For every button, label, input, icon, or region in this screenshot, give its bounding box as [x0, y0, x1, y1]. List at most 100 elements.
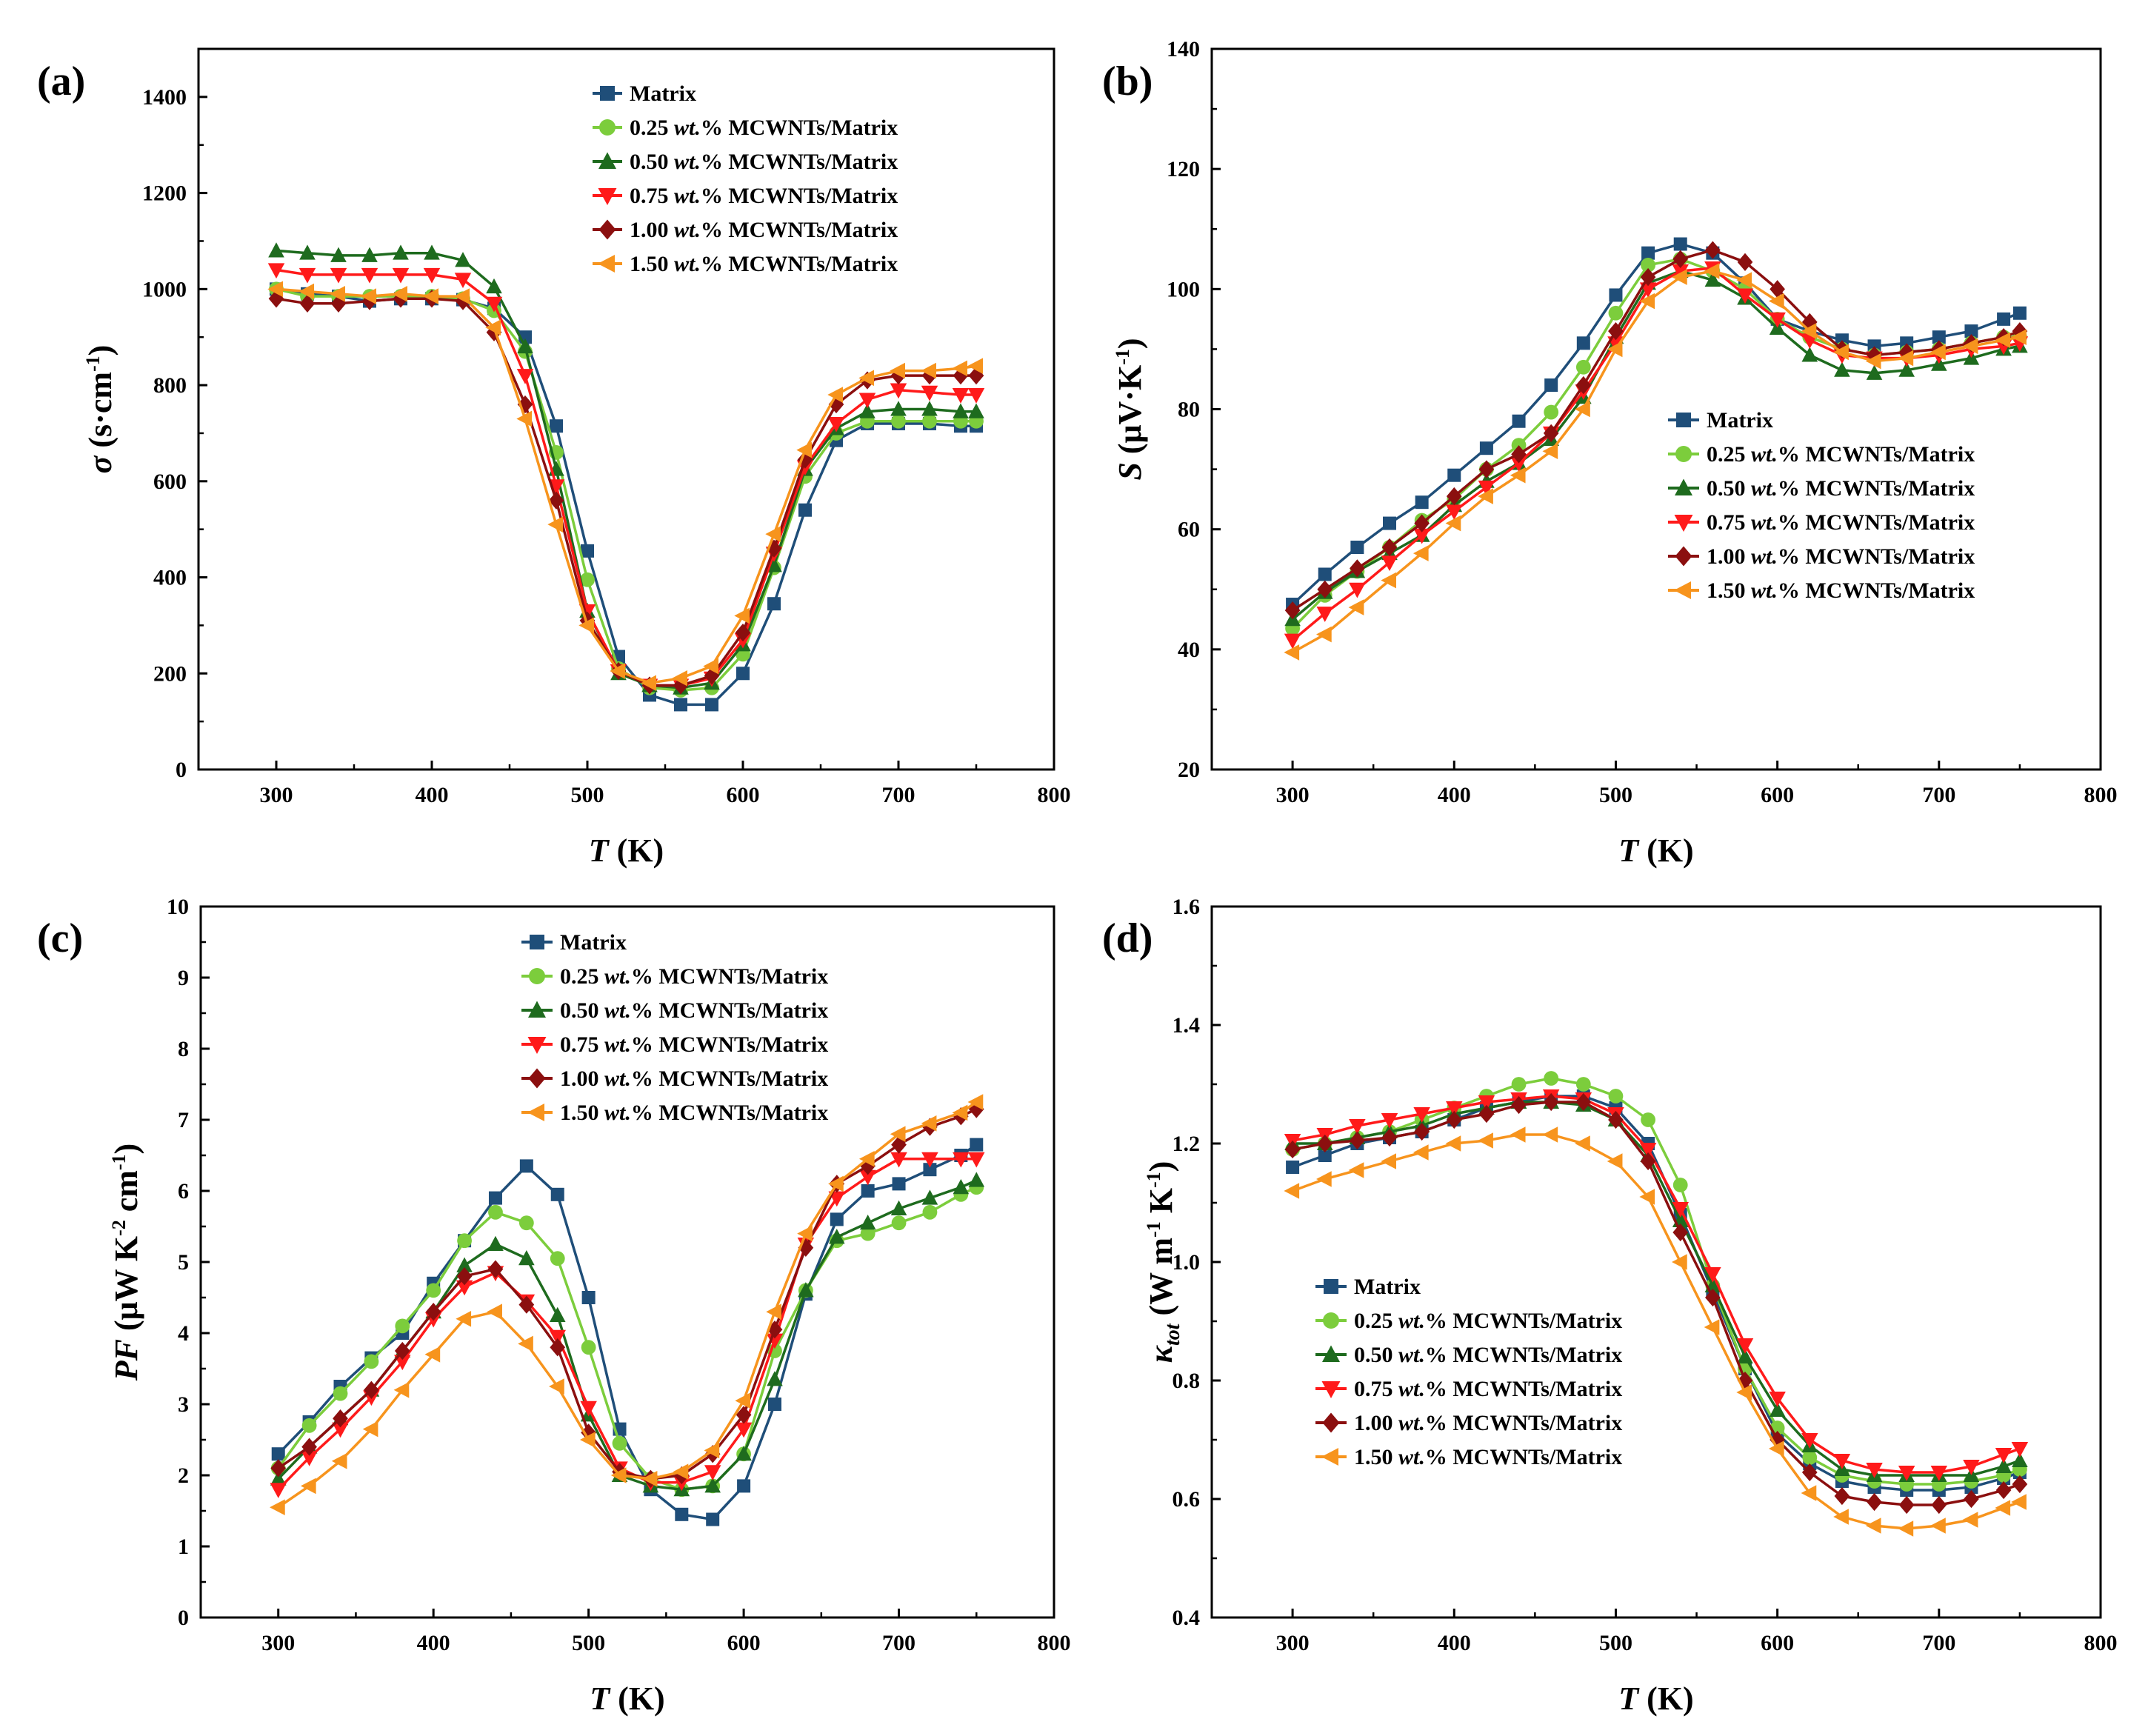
diamond-marker [2012, 1475, 2028, 1494]
legend-label: 1.00 wt.% MCWNTs/Matrix [560, 1066, 828, 1091]
plot-frame [197, 47, 1055, 771]
y-tick-label: 0.4 [1173, 1606, 1201, 1630]
text-span: wt. [604, 998, 631, 1023]
x-tick-label: 800 [1038, 783, 1071, 807]
triangle-left-marker [610, 1467, 627, 1483]
triangle-left-marker [921, 362, 936, 379]
triangle-down-marker [1321, 1381, 1341, 1398]
square-marker [600, 86, 615, 101]
text-span: 0.75 [560, 1032, 604, 1057]
square-marker [1609, 288, 1623, 302]
triangle-up-marker [424, 244, 440, 260]
triangle-down-marker [1704, 1267, 1721, 1283]
triangle-down-marker [1381, 555, 1398, 571]
triangle-up-marker [736, 1445, 752, 1461]
triangle-left-marker [766, 1303, 781, 1320]
legend-label: Matrix [560, 930, 627, 955]
diamond-marker [1640, 267, 1656, 287]
diamond-marker [953, 366, 969, 385]
y-tick-label: 100 [1167, 277, 1200, 301]
triangle-down-marker [968, 1152, 985, 1168]
triangle-left-marker [267, 281, 283, 298]
square-marker [1447, 468, 1461, 482]
diamond-marker [736, 1406, 752, 1424]
square-marker [767, 597, 781, 611]
circle-marker [426, 1283, 441, 1298]
x-tick-label: 300 [1276, 1631, 1310, 1655]
circle-marker [1641, 258, 1655, 273]
legend-label: 0.50 wt.% MCWNTs/Matrix [630, 150, 898, 174]
diamond-marker [968, 366, 984, 385]
diamond-marker [890, 366, 907, 385]
triangle-left-marker [1995, 1500, 2011, 1516]
x-axis-title: T (K) [1618, 832, 1693, 869]
triangle-up-marker [1704, 271, 1721, 287]
text-span: (μV·K [1112, 365, 1148, 462]
triangle-down-marker [953, 1152, 970, 1168]
triangle-up-marker [518, 1249, 535, 1266]
triangle-left-marker [1607, 341, 1623, 358]
triangle-up-marker [953, 1178, 970, 1195]
square-marker [581, 544, 594, 558]
x-axis-title: T (K) [1618, 1680, 1693, 1717]
triangle-left-marker [518, 1335, 533, 1352]
triangle-down-marker [332, 1422, 349, 1438]
triangle-up-marker [1675, 478, 1692, 495]
diamond-marker [1737, 253, 1753, 271]
triangle-up-marker [487, 1235, 504, 1251]
triangle-up-marker [393, 244, 409, 260]
x-tick-label: 400 [416, 783, 449, 807]
square-marker [1997, 312, 2011, 326]
text-span: ) [1143, 1161, 1179, 1172]
series-line [277, 1144, 978, 1521]
circle-marker [1608, 305, 1624, 321]
triangle-left-marker [1445, 515, 1461, 532]
triangle-up-marker [268, 242, 284, 258]
legend-label: Matrix [1707, 408, 1773, 433]
square-marker [892, 1177, 906, 1191]
y-tick-label: 800 [153, 373, 187, 398]
triangle-left-marker [1284, 644, 1300, 661]
diamond-marker [581, 1423, 596, 1442]
triangle-up-marker [270, 1470, 287, 1486]
circle-marker [922, 1204, 938, 1220]
triangle-down-marker [921, 385, 938, 401]
triangle-left-marker [858, 1151, 875, 1167]
triangle-down-marker [394, 1355, 411, 1371]
triangle-down-marker [301, 1451, 318, 1466]
text-span: % MCWNTs/Matrix [1778, 544, 1975, 569]
y-tick-label: 1.4 [1173, 1013, 1201, 1038]
circle-marker [488, 1204, 503, 1220]
triangle-down-marker [921, 1152, 938, 1168]
y-tick-label: 120 [1167, 157, 1200, 181]
diamond-marker [301, 1438, 317, 1456]
text-span: (μW K [108, 1236, 144, 1339]
panel-letter: (d) [1102, 915, 1153, 961]
triangle-left-marker [1962, 338, 1978, 355]
triangle-left-marker [1412, 545, 1429, 561]
triangle-up-marker [1737, 1348, 1753, 1363]
diamond-marker [1350, 1131, 1365, 1150]
triangle-left-marker [456, 1311, 472, 1327]
x-tick-label: 600 [1761, 783, 1794, 807]
circle-marker [457, 1233, 472, 1249]
triangle-left-marker [598, 255, 615, 273]
panel-letter: (a) [37, 59, 85, 104]
triangle-down-marker [485, 296, 503, 313]
circle-marker [301, 1418, 317, 1433]
triangle-down-marker [267, 263, 285, 279]
text-span: T [1618, 832, 1640, 869]
triangle-left-marker [1542, 443, 1558, 460]
triangle-left-marker [858, 370, 874, 387]
triangle-down-marker [1510, 456, 1527, 473]
x-tick-label: 600 [727, 1631, 761, 1655]
square-marker [1415, 495, 1429, 510]
legend-label: 0.75 wt.% MCWNTs/Matrix [560, 1032, 828, 1057]
text-span: -1 [1143, 1221, 1164, 1238]
triangle-left-marker [1542, 1126, 1558, 1143]
text-span: wt. [1751, 544, 1778, 569]
triangle-left-marker [392, 286, 407, 302]
circle-marker [1641, 1112, 1655, 1127]
triangle-up-marker [528, 1001, 546, 1018]
x-tick-label: 600 [727, 783, 760, 807]
